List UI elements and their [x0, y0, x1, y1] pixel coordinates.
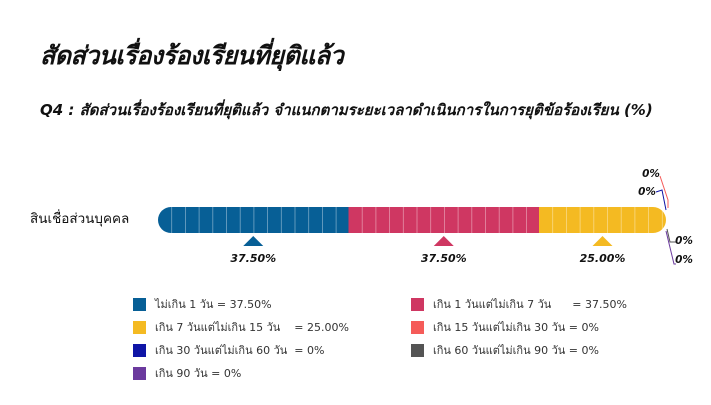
segment-marker-2 — [433, 236, 454, 246]
data-label-6: 0% — [675, 235, 693, 247]
data-label-5: 0% — [638, 186, 656, 198]
data-label-7: 0% — [675, 254, 693, 266]
leader-line-6 — [666, 228, 676, 243]
segment-marker-1 — [243, 236, 264, 246]
data-label-1: 37.50% — [230, 252, 276, 265]
segment-marker-3 — [592, 236, 613, 246]
data-label-4: 0% — [642, 168, 660, 180]
leader-line-4 — [659, 175, 669, 208]
data-label-3: 25.00% — [580, 252, 626, 265]
bar-segment-1 — [158, 207, 349, 233]
leader-line-7 — [665, 230, 676, 265]
page-title: สัดส่วนเรื่องร้องเรียนที่ยุติแล้ว — [40, 41, 344, 70]
category-label: สินเชื่อส่วนบุคคล — [30, 211, 130, 227]
data-label-2: 37.50% — [421, 252, 467, 265]
chart-subtitle: Q4 : สัดส่วนเรื่องร้องเรียนที่ยุติแล้ว จ… — [40, 101, 653, 119]
bar-segment-2 — [348, 207, 539, 233]
bar-segment-3 — [539, 207, 666, 233]
leader-line-5 — [655, 189, 667, 211]
